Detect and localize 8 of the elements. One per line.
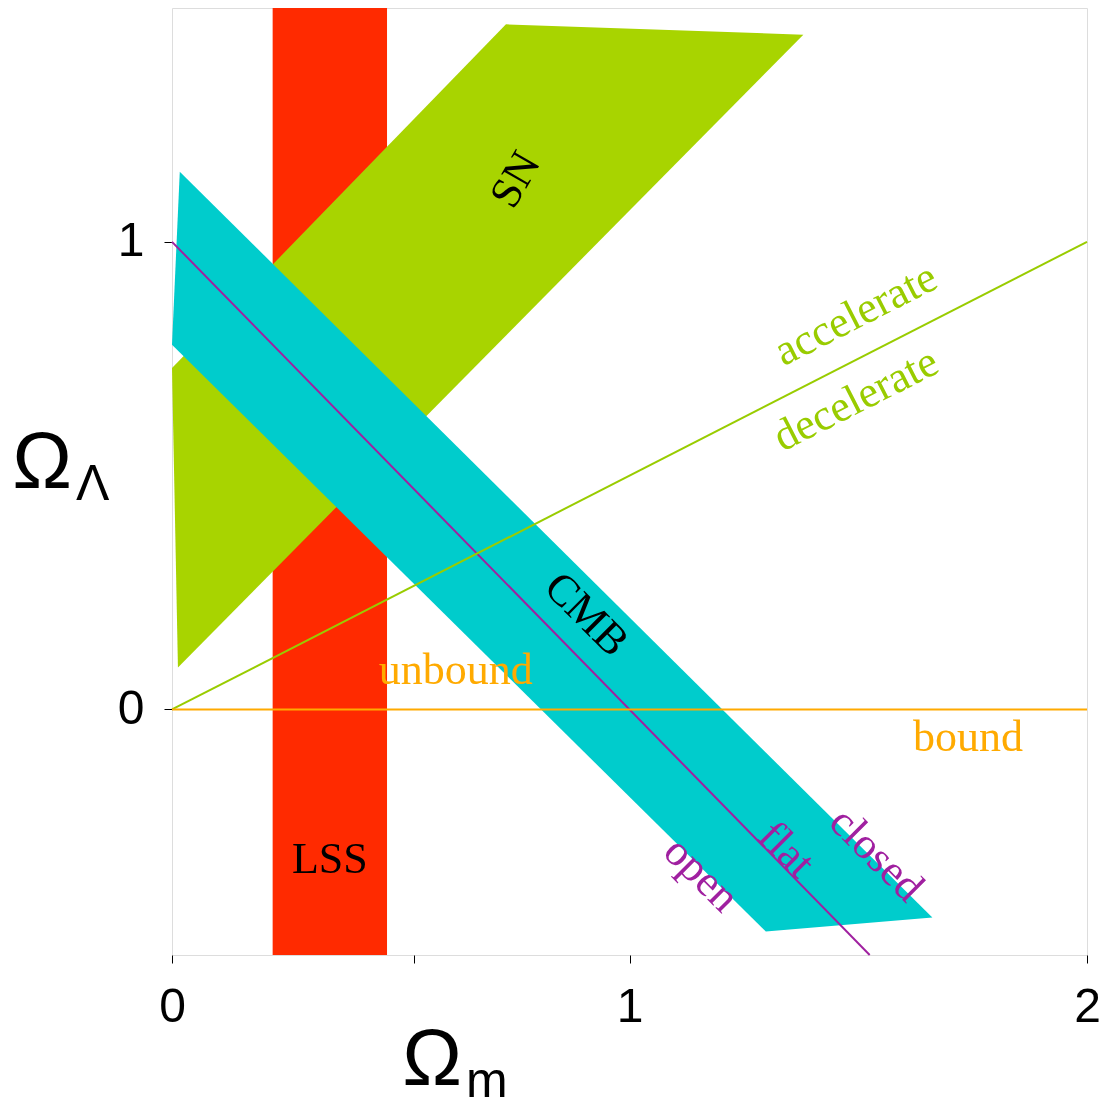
annotation: open	[654, 826, 750, 922]
x-tick-label: 1	[616, 978, 644, 1032]
x-tick-label: 2	[1074, 978, 1101, 1032]
annotation: SN	[479, 142, 550, 216]
x-tick-label: 0	[159, 978, 186, 1032]
annotation: flat	[749, 810, 826, 887]
band-label: LSS	[291, 834, 368, 884]
annotation: bound	[913, 712, 1023, 761]
